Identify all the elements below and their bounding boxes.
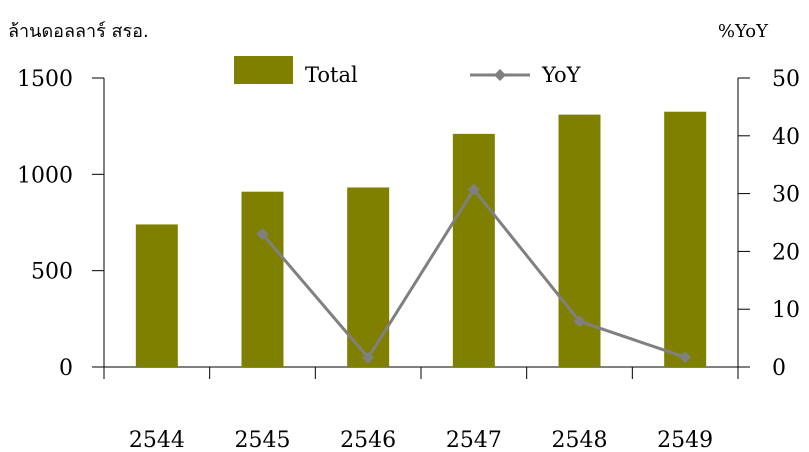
point-yoy [679, 351, 692, 364]
legend: Total YoY [234, 56, 582, 87]
legend-yoy-marker [494, 69, 506, 81]
left-axis-tick-label: 1000 [17, 163, 73, 188]
right-axis-tick-label: 50 [772, 67, 800, 92]
point-yoy [362, 351, 375, 364]
left-axis-title: ล้านดอลลาร์ สรอ. [8, 21, 149, 42]
right-axis-tick-label: 40 [772, 125, 800, 150]
point-yoy [467, 183, 480, 196]
right-axis-tick-label: 30 [772, 183, 800, 208]
legend-total-swatch [234, 56, 293, 84]
right-axis-tick-label: 10 [772, 298, 800, 323]
left-axis-tick-label: 1500 [17, 67, 73, 92]
right-axis-tick-label: 20 [772, 240, 800, 265]
point-yoy [256, 228, 269, 241]
left-axis-tick-label: 500 [31, 260, 73, 285]
left-axis-tick-label: 0 [59, 356, 73, 381]
bar-total [558, 114, 601, 368]
plot-area: 0 500 1000 1500 0 10 20 30 40 50 2544 2545 2546 2547 2… [17, 67, 800, 452]
x-axis-tick-label: 2544 [129, 428, 185, 452]
bar-total [664, 111, 707, 367]
bar-total [135, 224, 178, 367]
x-axis-tick-label: 2547 [446, 428, 502, 452]
point-yoy [573, 315, 586, 328]
x-axis-tick-label: 2549 [657, 428, 713, 452]
x-axis-tick-label: 2546 [340, 428, 396, 452]
legend-yoy-label: YoY [541, 63, 582, 87]
bar-total [452, 133, 495, 367]
x-axis-tick-label: 2548 [552, 428, 608, 452]
bar-total [241, 191, 284, 367]
x-axis-tick-label: 2545 [235, 428, 291, 452]
legend-total-label: Total [305, 63, 358, 87]
right-axis-title: %YoY [718, 21, 769, 42]
right-axis-tick-label: 0 [772, 356, 786, 381]
